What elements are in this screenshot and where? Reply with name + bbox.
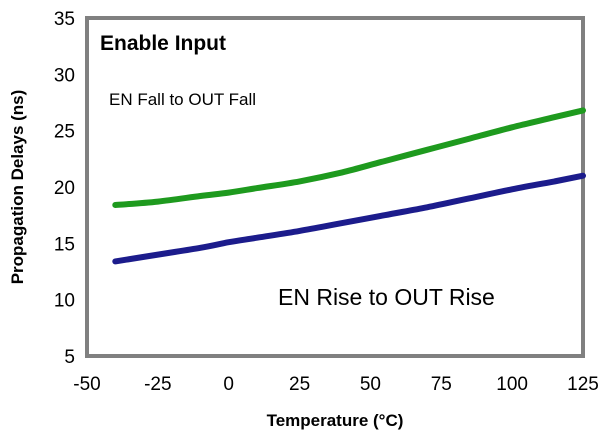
x-tick-label: 100 bbox=[496, 374, 528, 395]
y-tick-label: 35 bbox=[54, 9, 75, 30]
x-axis: -50 -25 0 25 50 75 100 125 bbox=[73, 374, 599, 395]
chart-title: Enable Input bbox=[100, 32, 226, 55]
x-tick-label: 25 bbox=[289, 374, 310, 395]
x-tick-label: -50 bbox=[73, 374, 100, 395]
y-tick-label: 15 bbox=[54, 234, 75, 255]
x-tick-label: 125 bbox=[567, 374, 599, 395]
y-tick-label: 10 bbox=[54, 291, 75, 312]
y-axis: 5 10 15 20 25 30 35 bbox=[54, 9, 75, 368]
series-line-en-fall bbox=[112, 107, 586, 208]
y-axis-title: Propagation Delays (ns) bbox=[8, 90, 27, 285]
annotation-en-fall: EN Fall to OUT Fall bbox=[109, 90, 256, 109]
x-tick-label: 75 bbox=[431, 374, 452, 395]
y-tick-label: 5 bbox=[64, 347, 75, 368]
x-tick-label: 50 bbox=[360, 374, 381, 395]
x-tick-label: 0 bbox=[223, 374, 234, 395]
plot-frame bbox=[85, 16, 585, 358]
y-tick-label: 20 bbox=[54, 178, 75, 199]
y-tick-label: 25 bbox=[54, 122, 75, 143]
x-axis-title: Temperature (°C) bbox=[267, 411, 404, 430]
x-tick-label: -25 bbox=[144, 374, 171, 395]
series-line-en-rise bbox=[112, 172, 586, 265]
annotation-en-rise: EN Rise to OUT Rise bbox=[278, 284, 495, 310]
y-tick-label: 30 bbox=[54, 65, 75, 86]
series-lines bbox=[112, 107, 586, 265]
